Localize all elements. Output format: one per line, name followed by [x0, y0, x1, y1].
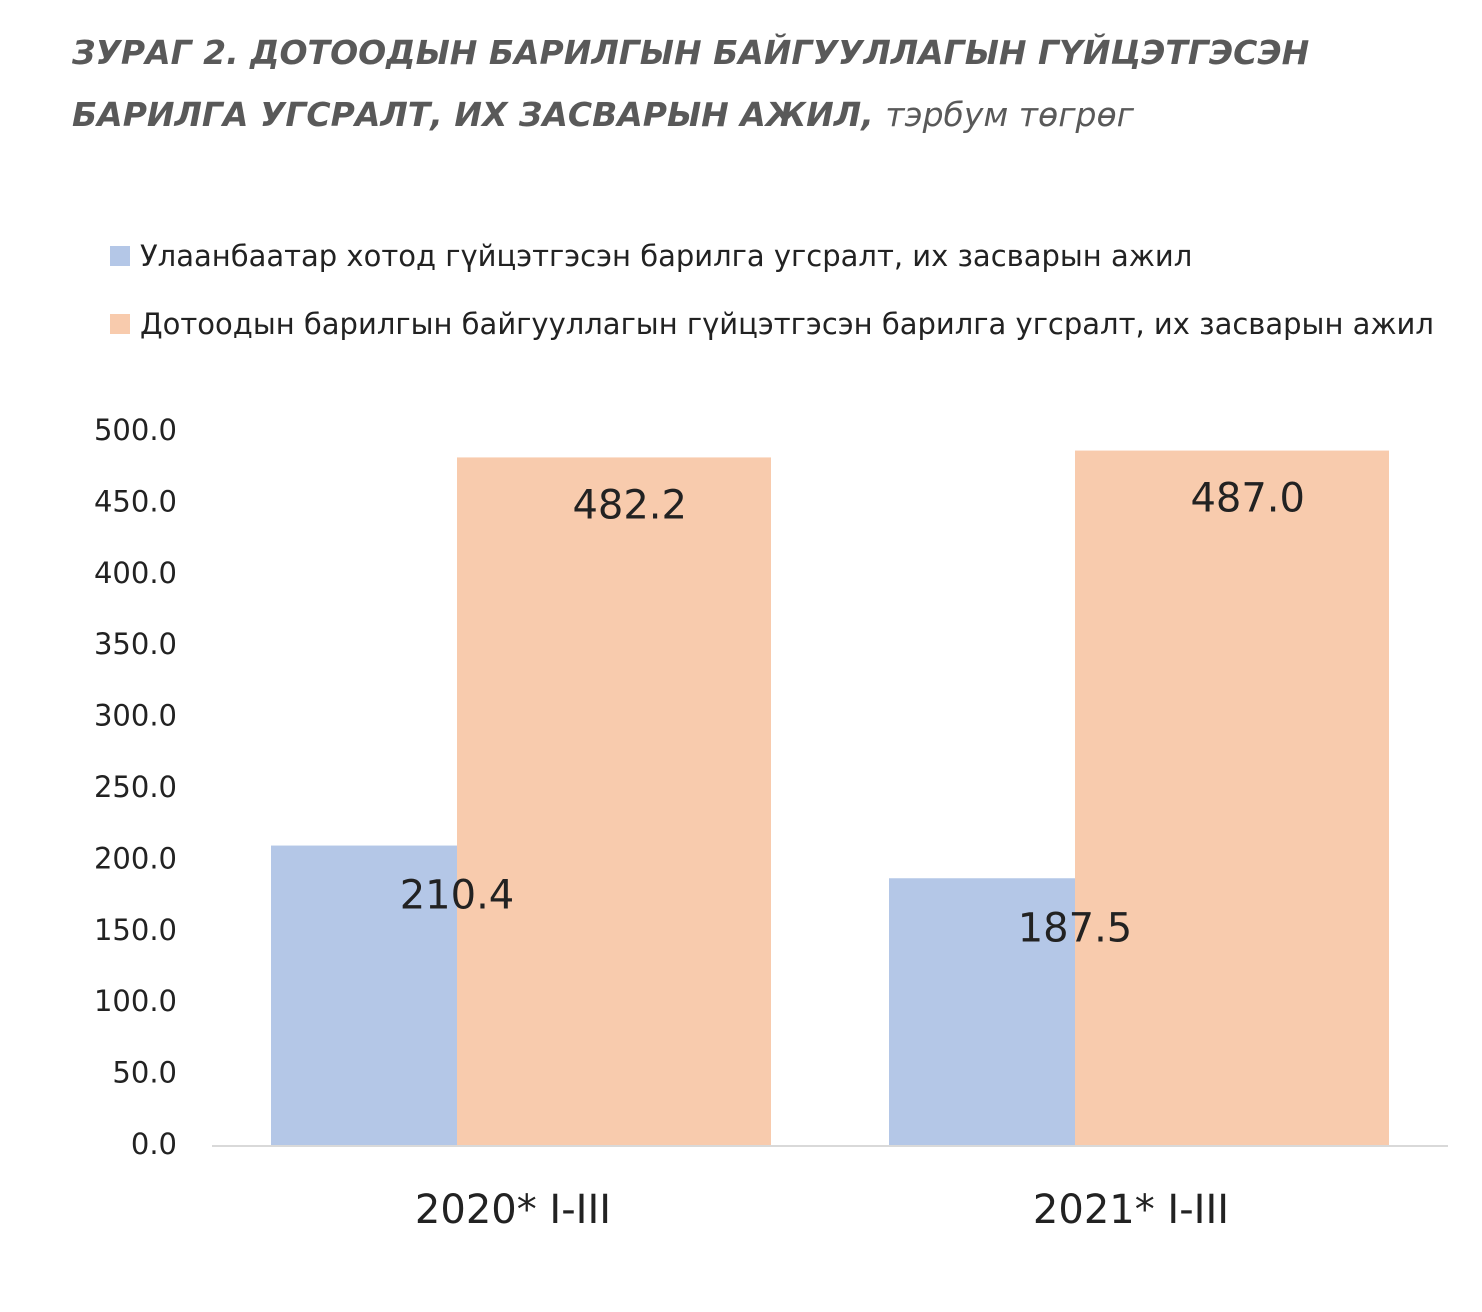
- chart-title: ЗУРАГ 2. ДОТООДЫН БАРИЛГЫН БАЙГУУЛЛАГЫН …: [72, 22, 1472, 146]
- legend-swatch-domestic: [110, 314, 130, 334]
- y-tick-label: 300.0: [94, 699, 177, 733]
- x-category-label: 2020* I-III: [415, 1187, 611, 1233]
- y-tick-label: 400.0: [94, 556, 177, 590]
- y-tick-label: 450.0: [94, 484, 177, 518]
- legend-label-domestic: Дотоодын барилгын байгууллагын гүйцэтгэс…: [140, 307, 1434, 341]
- chart-title-unit: тэрбум төгрөг: [885, 95, 1135, 134]
- legend-label-ulaanbaatar: Улаанбаатар хотод гүйцэтгэсэн барилга уг…: [140, 239, 1193, 273]
- data-label-ulaanbaatar: 187.5: [1018, 905, 1133, 951]
- data-label-ulaanbaatar: 210.4: [400, 873, 515, 919]
- y-tick-label: 50.0: [112, 1056, 177, 1090]
- y-tick-label: 100.0: [94, 984, 177, 1018]
- chart-legend: Улаанбаатар хотод гүйцэтгэсэн барилга уг…: [110, 232, 1434, 368]
- y-tick-label: 150.0: [94, 913, 177, 947]
- legend-item-domestic: Дотоодын барилгын байгууллагын гүйцэтгэс…: [110, 300, 1434, 348]
- legend-item-ulaanbaatar: Улаанбаатар хотод гүйцэтгэсэн барилга уг…: [110, 232, 1434, 280]
- data-label-domestic: 482.2: [572, 482, 687, 528]
- x-category-label: 2021* I-III: [1033, 1187, 1229, 1233]
- y-tick-label: 250.0: [94, 770, 177, 804]
- bar-domestic: [457, 457, 771, 1146]
- y-tick-label: 200.0: [94, 841, 177, 875]
- y-tick-label: 500.0: [94, 413, 177, 447]
- bar-ulaanbaatar: [271, 845, 457, 1146]
- legend-swatch-ulaanbaatar: [110, 246, 130, 266]
- bar-ulaanbaatar: [889, 878, 1075, 1146]
- chart-title-text: ЗУРАГ 2. ДОТООДЫН БАРИЛГЫН БАЙГУУЛЛАГЫН …: [72, 33, 1310, 134]
- y-tick-label: 0.0: [131, 1127, 177, 1161]
- bar-domestic: [1075, 450, 1389, 1147]
- y-tick-label: 350.0: [94, 627, 177, 661]
- data-label-domestic: 487.0: [1190, 476, 1305, 522]
